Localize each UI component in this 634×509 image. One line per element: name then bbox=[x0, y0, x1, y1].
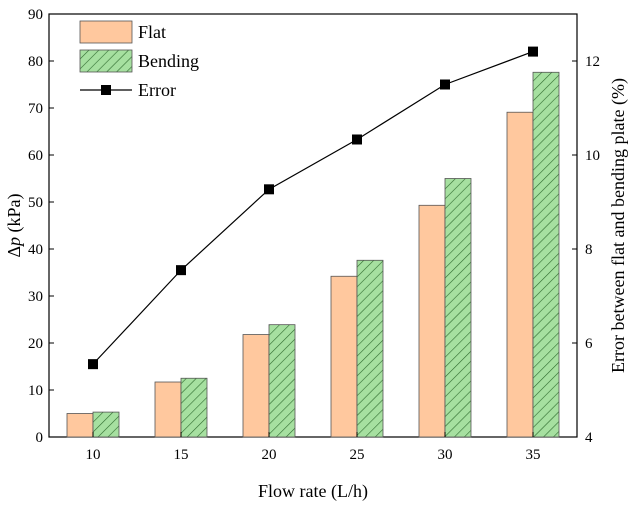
x-tick-label: 15 bbox=[174, 447, 189, 463]
error-point bbox=[352, 134, 362, 145]
y-right-tick-label: 4 bbox=[585, 430, 593, 446]
bar-bending bbox=[356, 259, 384, 438]
y-axis-title-prefix: Δ bbox=[4, 246, 24, 258]
y-tick-label: 40 bbox=[28, 242, 43, 258]
x-tick-label: 30 bbox=[438, 447, 453, 463]
x-tick-label: 35 bbox=[526, 447, 541, 463]
y-tick-label: 60 bbox=[28, 148, 43, 164]
error-point bbox=[264, 184, 274, 195]
x-axis-title: Flow rate (L/h) bbox=[258, 481, 368, 502]
bar-bending bbox=[532, 71, 560, 438]
bar-bending bbox=[444, 178, 472, 438]
plot-frame bbox=[48, 13, 578, 438]
y-axis-title-variable: p bbox=[4, 237, 24, 248]
bar-flat bbox=[154, 381, 182, 438]
y-right-tick-label: 10 bbox=[585, 148, 600, 164]
y-tick-label: 10 bbox=[28, 383, 43, 399]
axes-group: 0 10 20 30 40 50 60 70 80 90 4 6 8 10 12 10 15 20 25 30 35 bbox=[28, 7, 600, 463]
legend: Flat Bending Error bbox=[79, 20, 199, 100]
error-point bbox=[440, 79, 450, 90]
y-tick-label: 70 bbox=[28, 101, 43, 117]
x-tick-label: 10 bbox=[86, 447, 101, 463]
error-line-group bbox=[88, 46, 538, 370]
y-right-tick-label: 8 bbox=[585, 242, 593, 258]
bars-group bbox=[66, 71, 560, 438]
bar-bending bbox=[180, 377, 208, 438]
x-tick-label: 20 bbox=[262, 447, 277, 463]
legend-label: Error bbox=[138, 80, 176, 100]
legend-swatch-flat bbox=[79, 20, 133, 44]
legend-marker-error bbox=[101, 85, 111, 95]
y-tick-label: 30 bbox=[28, 289, 43, 305]
error-point bbox=[88, 359, 98, 370]
y-tick-label: 0 bbox=[36, 430, 44, 446]
y-right-tick-label: 6 bbox=[585, 336, 593, 352]
bar-flat bbox=[66, 413, 94, 438]
x-tick-label: 25 bbox=[350, 447, 365, 463]
bar-bending bbox=[92, 411, 120, 438]
error-series-line bbox=[92, 51, 534, 365]
y-axis-title-unit: (kPa) bbox=[4, 193, 25, 237]
bar-flat bbox=[242, 334, 270, 438]
y-tick-label: 80 bbox=[28, 54, 43, 70]
y-axis-title: Δp (kPa) bbox=[4, 193, 25, 257]
legend-label: Bending bbox=[138, 51, 199, 71]
bar-bending bbox=[268, 324, 296, 438]
bar-flat bbox=[506, 111, 534, 438]
error-point bbox=[528, 46, 538, 57]
y-tick-label: 90 bbox=[28, 7, 43, 23]
legend-swatch-bending bbox=[79, 49, 133, 73]
y-tick-label: 20 bbox=[28, 336, 43, 352]
error-point bbox=[176, 265, 186, 276]
y-right-tick-label: 12 bbox=[585, 54, 600, 70]
bar-flat bbox=[418, 204, 446, 438]
y-tick-label: 50 bbox=[28, 195, 43, 211]
legend-label: Flat bbox=[138, 22, 166, 42]
y-axis-right-title: Error between flat and bending plate (%) bbox=[608, 78, 629, 373]
bar-flat bbox=[330, 275, 358, 438]
